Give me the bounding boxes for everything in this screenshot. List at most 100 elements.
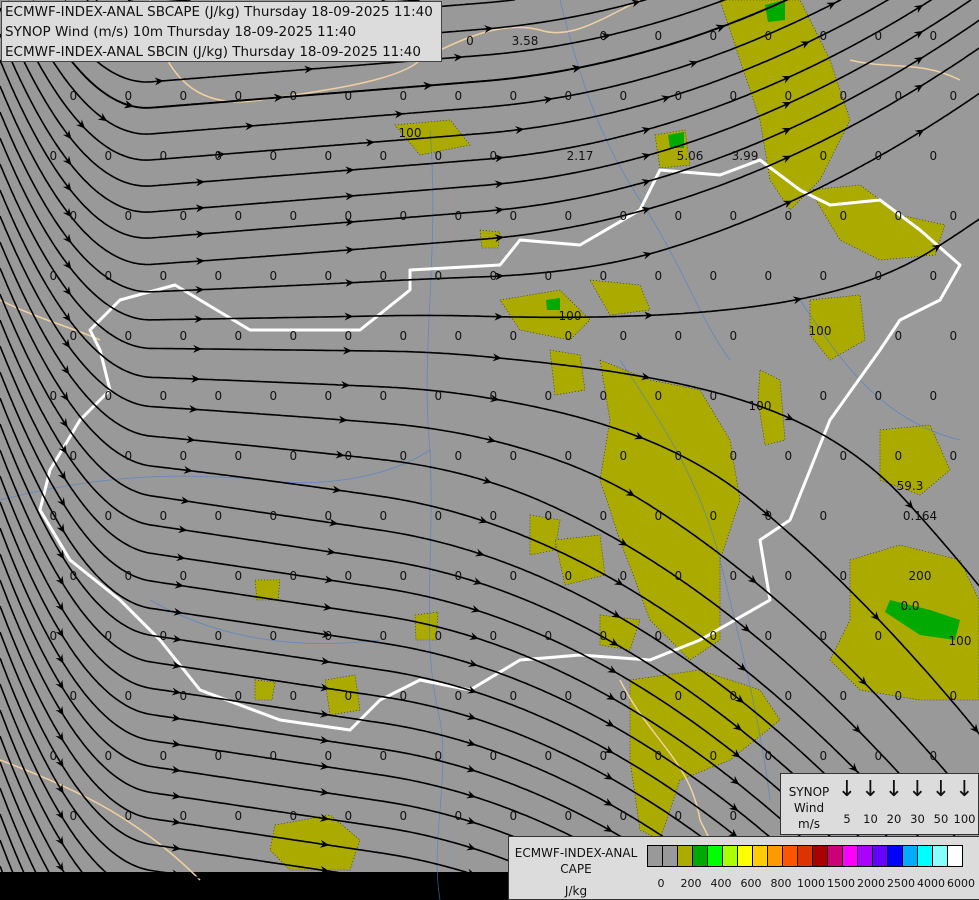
value-label: 0 [655,629,663,643]
streamline-arrow-icon [55,653,64,664]
value-label: 0 [345,569,353,583]
cape-area [879,424,951,496]
streamline-arrow-icon [605,692,616,701]
value-label: 0 [820,269,828,283]
value-label: 0 [50,269,58,283]
streamline-arrow-icon [174,580,184,589]
streamline-arrow-icon [341,381,351,389]
streamline-arrow-icon [194,315,204,324]
value-label: 0 [545,749,553,763]
value-label: 0 [105,509,113,523]
colorbar-swatch [663,846,678,866]
wind-speed-label: 100 [953,812,976,826]
colorbar-swatch [813,846,828,866]
colorbar-swatch [873,846,888,866]
streamline-arrow-icon [826,2,836,11]
value-label: 0 [840,689,848,703]
cape-area [549,349,586,396]
colorbar-swatch [723,846,738,866]
value-label: 0 [950,329,958,343]
value-label: 0 [600,29,608,43]
streamline-arrow-icon [62,155,72,166]
streamline-arrow-icon [851,724,861,734]
streamline-arrow-icon [245,122,255,131]
streamline-arrow-icon [319,787,330,796]
value-label: 0 [235,209,243,223]
cape-area [757,369,786,446]
colorbar-tick-label: 200 [680,877,702,890]
value-label: 0 [435,749,443,763]
streamline-arrow-icon [484,25,494,34]
value-label: 0 [510,209,518,223]
value-label: 0 [600,509,608,523]
value-label: 0 [345,209,353,223]
value-label: 0 [455,209,463,223]
streamline-arrow-icon [335,450,345,459]
streamline-arrow-icon [474,548,485,557]
streamline-arrow-icon [345,166,355,175]
value-label: 0 [325,389,333,403]
streamline-arrow-icon [304,65,314,74]
streamline-arrow-icon [848,762,858,772]
value-label: 0 [105,269,113,283]
value-label: 0 [620,329,628,343]
streamline-arrow-icon [186,435,196,444]
streamline-arrow-icon [324,575,334,584]
value-label: 0 [270,749,278,763]
streamline-arrow-icon [124,100,134,109]
value-label: 0 [345,449,353,463]
streamline [0,813,29,881]
value-label: 59.3 [897,479,924,493]
value-label: 0 [105,149,113,163]
value-label: 0 [620,569,628,583]
streamline-arrow-icon [55,601,64,612]
value-label: 0 [930,269,938,283]
value-label: 0 [730,209,738,223]
cape-area [629,669,781,841]
value-label: 0 [50,149,58,163]
value-label: 0 [215,149,223,163]
value-label: 0 [950,209,958,223]
streamline-arrow-icon [423,81,433,90]
value-label: 0 [215,749,223,763]
value-label: 0 [435,149,443,163]
value-label: 0 [70,449,78,463]
value-label: 0 [785,569,793,583]
streamline-arrow-icon [62,129,72,140]
value-label: 0 [545,509,553,523]
streamline-arrow-icon [781,102,792,110]
value-label: 0 [710,29,718,43]
value-label: 0 [290,689,298,703]
country-border [849,59,961,81]
value-label: 0 [455,809,463,823]
value-label: 0 [70,89,78,103]
streamline [32,0,787,109]
streamline-arrow-icon [345,218,355,227]
value-label: 0 [565,809,573,823]
streamline-arrow-icon [319,813,330,822]
streamline-arrow-icon [641,179,651,187]
streamline [0,605,491,881]
value-label: 0 [105,749,113,763]
streamline-arrow-icon [319,865,330,874]
cape-area-high [765,0,785,22]
value-label: 0 [655,749,663,763]
value-label: 3.99 [732,149,759,163]
value-label: 0 [435,509,443,523]
value-label: 0 [950,89,958,103]
value-label: 0 [820,629,828,643]
streamline-arrow-icon [611,609,621,618]
streamline-arrow-icon [55,575,64,586]
value-label: 0 [125,449,133,463]
streamline-arrow-icon [466,868,476,877]
streamline-arrow-icon [171,687,182,696]
value-label: 0 [400,89,408,103]
value-label: 0 [490,749,498,763]
streamline [0,657,217,882]
arrow-down-icon: ↓ [837,777,857,802]
value-label: 0 [380,149,388,163]
value-label: 0 [710,629,718,643]
streamline [0,241,979,867]
value-label: 0 [400,689,408,703]
